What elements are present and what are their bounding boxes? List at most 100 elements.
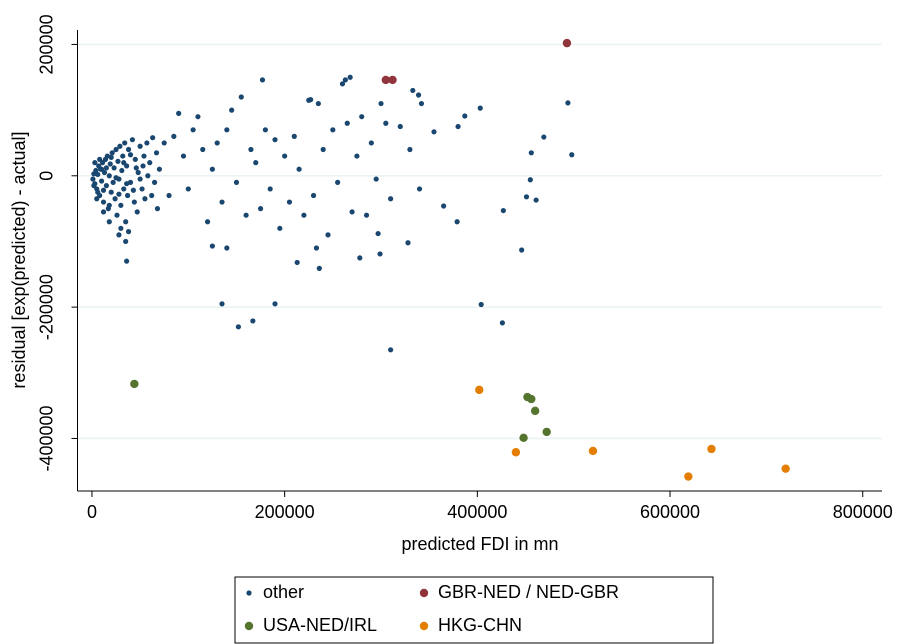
- point: [388, 75, 397, 85]
- point: [519, 433, 528, 443]
- point: [243, 212, 249, 218]
- point: [113, 175, 119, 181]
- point: [357, 255, 363, 261]
- point: [349, 209, 355, 215]
- point: [93, 167, 99, 174]
- point: [296, 166, 302, 172]
- point: [153, 150, 160, 156]
- point: [373, 176, 379, 182]
- point: [100, 199, 107, 205]
- point: [431, 129, 437, 135]
- y-tick-label: -200000: [36, 274, 56, 340]
- point: [139, 186, 145, 192]
- point: [95, 189, 101, 195]
- point: [259, 77, 266, 83]
- point: [478, 301, 484, 308]
- point: [94, 196, 100, 202]
- point: [106, 173, 112, 179]
- point: [313, 245, 320, 251]
- point: [150, 135, 156, 141]
- point: [145, 173, 151, 179]
- point: [195, 114, 201, 120]
- point: [377, 251, 383, 257]
- point: [533, 197, 539, 203]
- point: [397, 123, 403, 130]
- point: [121, 160, 127, 166]
- point: [130, 187, 136, 193]
- point: [477, 105, 483, 111]
- point: [107, 161, 113, 167]
- point: [115, 158, 121, 164]
- legend-label: USA-NED/IRL: [263, 615, 377, 635]
- y-tick-label: 0: [36, 171, 56, 181]
- point: [166, 192, 172, 199]
- point: [113, 146, 119, 153]
- point: [541, 134, 547, 140]
- point: [527, 394, 536, 404]
- point: [257, 206, 264, 212]
- point: [233, 179, 240, 185]
- point: [103, 183, 110, 189]
- point: [106, 219, 112, 225]
- point: [129, 137, 136, 143]
- point: [335, 179, 341, 185]
- point: [209, 243, 215, 249]
- point: [123, 238, 129, 245]
- point: [98, 178, 105, 184]
- point: [144, 140, 150, 146]
- point: [124, 181, 130, 187]
- point: [119, 167, 125, 174]
- point: [320, 146, 326, 153]
- point: [262, 127, 268, 133]
- point: [368, 140, 374, 146]
- point: [97, 156, 103, 162]
- legend-marker: [419, 588, 429, 598]
- point: [415, 92, 422, 98]
- point: [185, 186, 191, 192]
- point: [122, 140, 128, 146]
- point: [111, 165, 117, 171]
- point: [214, 140, 220, 146]
- point: [171, 133, 177, 139]
- point: [154, 206, 161, 212]
- point: [116, 191, 122, 197]
- legend-marker: [419, 621, 429, 631]
- point: [229, 107, 235, 113]
- point: [219, 199, 225, 205]
- point: [388, 347, 394, 353]
- point: [250, 318, 256, 324]
- point: [388, 196, 394, 202]
- x-tick-label: 0: [87, 502, 97, 522]
- point: [98, 166, 105, 172]
- point: [455, 123, 461, 130]
- point: [272, 301, 278, 307]
- point: [308, 97, 314, 103]
- point: [124, 258, 130, 264]
- point: [407, 146, 413, 153]
- point: [137, 176, 143, 182]
- point: [530, 406, 540, 416]
- point: [282, 153, 288, 159]
- point: [363, 212, 370, 218]
- point: [454, 219, 460, 225]
- point: [684, 472, 693, 481]
- point: [707, 444, 716, 454]
- point: [135, 169, 141, 176]
- point: [147, 160, 153, 166]
- point: [475, 385, 484, 395]
- point: [301, 212, 307, 218]
- point: [90, 176, 96, 182]
- point: [224, 127, 230, 133]
- y-axis-label: residual [exp(predicted) - actual]: [9, 131, 29, 388]
- x-tick-label: 800000: [833, 502, 893, 522]
- point: [253, 160, 259, 166]
- point: [523, 194, 530, 200]
- point: [565, 100, 571, 106]
- point: [137, 143, 143, 149]
- point: [149, 192, 155, 199]
- point: [339, 81, 346, 87]
- point: [416, 186, 423, 192]
- point: [103, 165, 110, 171]
